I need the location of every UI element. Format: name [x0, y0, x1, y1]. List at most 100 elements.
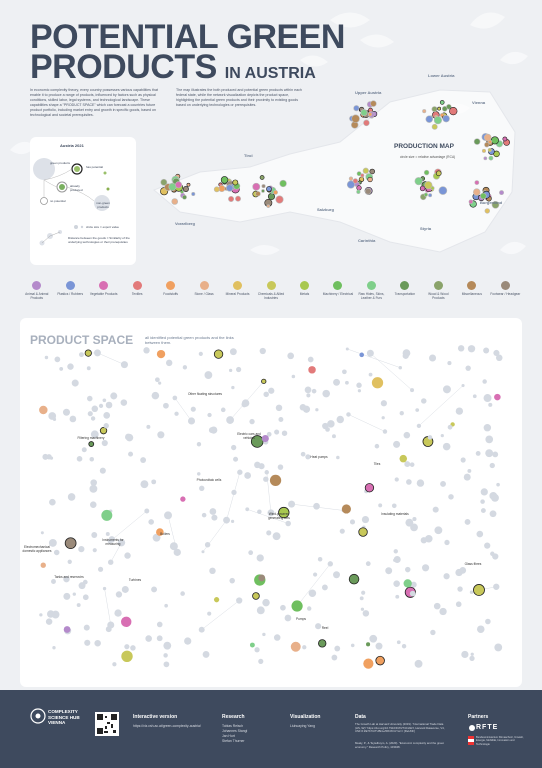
product-node	[360, 607, 365, 611]
region-lower-austria: Lower Austria	[428, 73, 455, 78]
production-node	[423, 192, 428, 197]
product-node	[244, 472, 251, 479]
green-product-node[interactable]	[341, 504, 351, 514]
category-dot	[333, 281, 343, 290]
green-product-node[interactable]	[213, 349, 224, 359]
product-node	[469, 590, 474, 594]
product-node	[236, 366, 242, 373]
green-product-node[interactable]	[371, 377, 384, 389]
poster-title: POTENTIAL GREEN PRODUCTS IN AUSTRIA	[30, 20, 345, 89]
production-node	[191, 191, 196, 196]
green-product-node[interactable]	[249, 642, 255, 648]
title-line-2: PRODUCTS	[30, 48, 217, 86]
product-node	[101, 439, 108, 447]
product-node	[67, 493, 76, 501]
product-node	[114, 609, 122, 617]
product-node	[81, 447, 87, 453]
green-product-node[interactable]	[39, 405, 48, 415]
product-node	[144, 508, 150, 514]
product-node	[410, 388, 415, 393]
product-node	[300, 451, 306, 457]
product-node	[480, 508, 486, 513]
green-product-node[interactable]	[156, 349, 166, 359]
green-product-node[interactable]	[494, 393, 501, 401]
green-product-node[interactable]	[364, 483, 375, 493]
green-product-node[interactable]	[366, 642, 371, 647]
production-node	[480, 192, 487, 200]
region-styria: Styria	[420, 226, 432, 231]
data-title: Data	[355, 714, 366, 720]
green-product-node[interactable]	[84, 349, 92, 357]
product-node	[455, 568, 463, 577]
product-node	[433, 602, 441, 610]
green-product-node[interactable]	[363, 658, 374, 669]
green-product-node[interactable]	[358, 527, 368, 537]
green-product-node[interactable]	[213, 597, 220, 603]
qr-code-icon[interactable]	[95, 712, 119, 736]
production-node	[481, 148, 487, 153]
product-node	[444, 539, 450, 546]
category-label: Chemicals & Allied Industries	[257, 292, 285, 300]
product-node	[331, 434, 336, 439]
green-product-node[interactable]	[359, 352, 365, 358]
green-product-node[interactable]	[318, 639, 327, 648]
green-product-node[interactable]	[261, 434, 269, 443]
product-node	[266, 431, 272, 437]
product-node	[211, 514, 218, 521]
product-node	[98, 403, 104, 409]
green-product-node[interactable]	[88, 441, 95, 447]
product-node	[90, 430, 99, 439]
interactive-url[interactable]: https://viz.csh.ac.at/green-complexity-a…	[133, 724, 201, 728]
green-product-node[interactable]	[40, 562, 46, 568]
green-product-node[interactable]	[308, 366, 316, 374]
green-product-node[interactable]	[99, 426, 108, 435]
product-node	[399, 411, 404, 416]
green-product-node[interactable]	[121, 650, 133, 663]
green-product-node[interactable]	[269, 474, 282, 486]
production-node	[437, 106, 442, 111]
green-product-node[interactable]	[120, 616, 132, 628]
green-product-node[interactable]	[375, 655, 385, 666]
production-node	[232, 179, 239, 186]
green-product-node[interactable]	[156, 528, 164, 536]
product-node	[381, 416, 385, 420]
green-product-node[interactable]	[101, 509, 113, 521]
product-node	[90, 479, 97, 486]
green-product-node[interactable]	[180, 496, 186, 502]
product-node	[429, 354, 437, 362]
green-product-node[interactable]	[348, 573, 360, 585]
interactive-title: Interactive version	[133, 714, 178, 720]
product-node	[342, 369, 347, 375]
green-product-node[interactable]	[261, 378, 267, 384]
product-node	[87, 395, 93, 402]
product-node	[285, 520, 291, 527]
green-product-node[interactable]	[258, 574, 266, 582]
product-node	[201, 512, 207, 518]
product-node	[461, 383, 465, 388]
product-node	[69, 415, 77, 423]
green-product-node[interactable]	[64, 537, 77, 550]
green-product-node[interactable]	[250, 435, 264, 448]
green-product-node[interactable]	[290, 641, 301, 652]
production-node	[160, 178, 168, 186]
green-product-node[interactable]	[63, 626, 71, 633]
green-product-node[interactable]	[399, 454, 408, 463]
product-node	[299, 404, 307, 411]
product-node	[184, 637, 192, 645]
product-node	[311, 388, 317, 394]
product-node	[345, 380, 349, 385]
green-product-node[interactable]	[403, 579, 412, 588]
green-product-node[interactable]	[278, 506, 290, 519]
green-product-node[interactable]	[291, 600, 303, 612]
product-node	[398, 365, 402, 370]
product-node	[315, 623, 322, 630]
legend-distance-note: Distance between the goods = Similarity …	[68, 236, 130, 244]
product-link	[109, 510, 147, 542]
production-node	[175, 181, 183, 189]
green-product-node[interactable]	[473, 584, 485, 596]
product-link	[226, 472, 241, 521]
green-product-node[interactable]	[252, 592, 260, 600]
product-node	[140, 480, 149, 489]
product-node	[440, 434, 444, 438]
